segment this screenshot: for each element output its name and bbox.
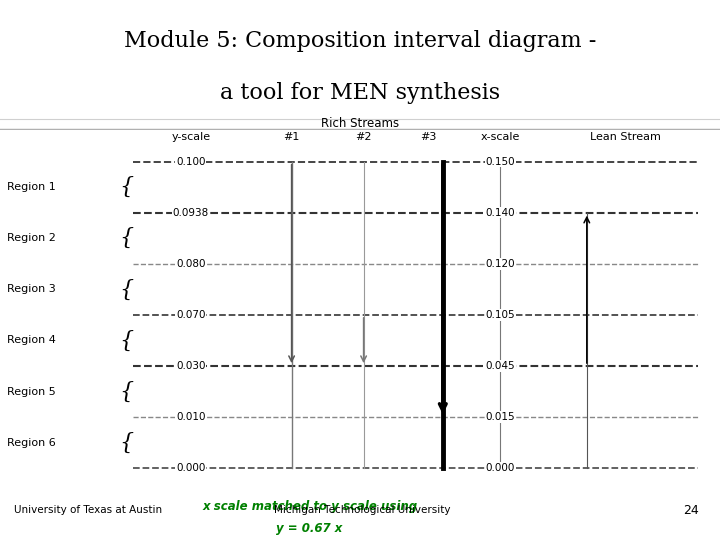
Text: 0.120: 0.120 [485,259,516,269]
Text: 24: 24 [683,504,698,517]
Text: {: { [119,431,133,454]
Text: y = 0.67 x: y = 0.67 x [276,522,343,535]
Text: Region 6: Region 6 [7,437,56,448]
Text: Lean Stream: Lean Stream [590,132,661,142]
Text: {: { [119,227,133,249]
Text: 0.150: 0.150 [485,157,516,167]
Text: 0.140: 0.140 [485,208,516,218]
Text: 0.070: 0.070 [176,310,205,320]
Text: Michigan Technological University: Michigan Technological University [274,505,450,515]
Text: 0.105: 0.105 [485,310,516,320]
Text: x scale matched to y scale using: x scale matched to y scale using [202,500,417,513]
Text: 0.030: 0.030 [176,361,205,371]
Text: Region 3: Region 3 [7,285,56,294]
Text: a tool for MEN synthesis: a tool for MEN synthesis [220,82,500,104]
Text: 0.010: 0.010 [176,412,205,422]
Text: Module 5: Composition interval diagram -: Module 5: Composition interval diagram - [124,30,596,52]
Text: 0.015: 0.015 [485,412,516,422]
Text: 0.045: 0.045 [485,361,516,371]
Text: {: { [119,279,133,300]
Text: #3: #3 [420,132,436,142]
Text: Region 5: Region 5 [7,387,56,396]
Text: Rich Streams: Rich Streams [321,117,399,130]
Text: 0.080: 0.080 [176,259,205,269]
Text: Region 2: Region 2 [7,233,56,244]
Text: Region 1: Region 1 [7,182,56,192]
Text: 0.0938: 0.0938 [173,208,209,218]
Text: {: { [119,329,133,352]
Text: {: { [119,381,133,402]
Text: Region 4: Region 4 [7,335,56,346]
Text: 0.000: 0.000 [176,463,205,473]
Text: {: { [119,176,133,198]
Text: #1: #1 [284,132,300,142]
Text: 0.000: 0.000 [486,463,515,473]
Text: University of Texas at Austin: University of Texas at Austin [14,505,163,515]
Text: y-scale: y-scale [171,132,210,142]
Text: x-scale: x-scale [481,132,520,142]
Text: #2: #2 [356,132,372,142]
Text: 0.100: 0.100 [176,157,205,167]
